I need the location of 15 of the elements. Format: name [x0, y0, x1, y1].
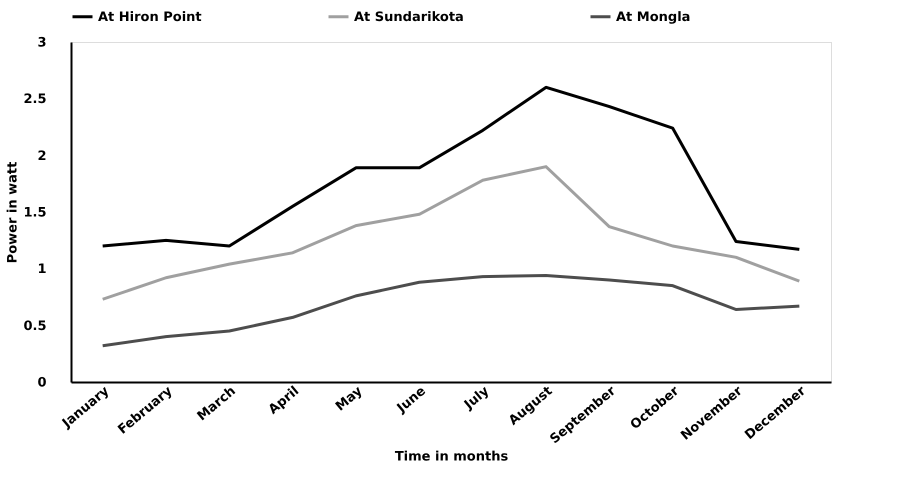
y-axis-title: Power in watt — [5, 162, 20, 264]
y-tick-label: 1.5 — [23, 206, 46, 220]
y-tick-label: 3 — [37, 36, 46, 50]
line-series — [101, 86, 801, 251]
y-tick-label: 2 — [37, 148, 46, 164]
line-series — [101, 274, 801, 348]
line-series — [101, 165, 801, 301]
legend-label: At Mongla — [616, 10, 690, 25]
y-tick-label: 0.5 — [23, 318, 46, 334]
x-axis-title: Time in months — [394, 449, 508, 464]
y-tick-label: 2.5 — [23, 92, 46, 108]
y-tick-label: 0 — [37, 376, 46, 390]
legend-label: At Hiron Point — [98, 10, 202, 25]
legend-label: At Sundarikota — [354, 10, 464, 25]
y-tick-label: 1 — [37, 262, 46, 278]
